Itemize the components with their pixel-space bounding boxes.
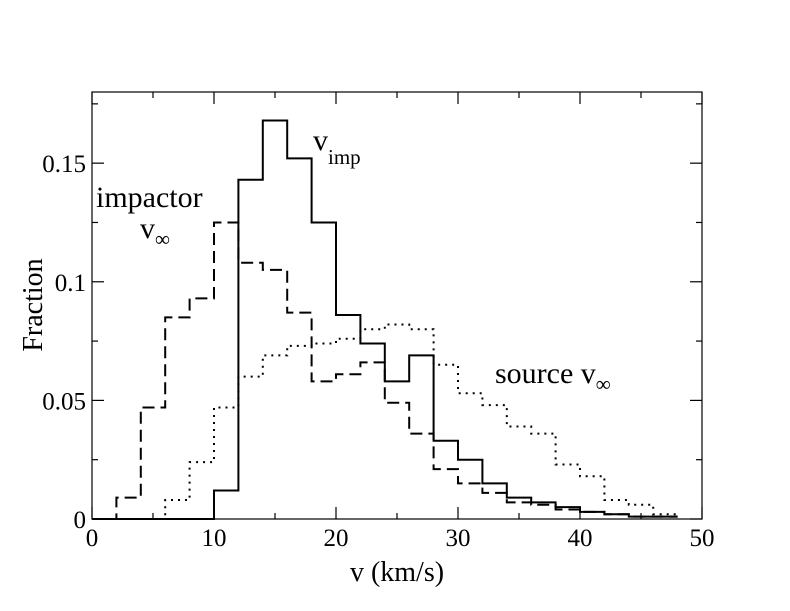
series-v-imp (92, 119, 678, 520)
annotation-source: source v∞ (495, 357, 611, 396)
y-axis-title: Fraction (18, 258, 49, 351)
annotation-vimp-main: v (313, 124, 328, 157)
annotation-impactor-vinf-main: v (140, 212, 155, 245)
x-tick-label: 50 (690, 525, 715, 552)
y-tick-label: 0.1 (55, 270, 86, 297)
x-tick-label: 40 (568, 525, 593, 552)
annotation-vimp-sub: imp (328, 145, 361, 169)
annotation-impactor-vinf: v∞ (140, 212, 170, 251)
y-tick-label: 0.15 (42, 151, 86, 178)
x-tick-label: 20 (324, 525, 349, 552)
x-tick-label: 0 (86, 525, 99, 552)
y-tick-label: 0 (74, 507, 87, 534)
annotation-impactor-vinf-sub: ∞ (155, 227, 170, 251)
annotation-impactor: impactor (96, 181, 203, 214)
x-axis-ticks: 0 10 20 30 40 50 (86, 92, 715, 552)
x-tick-label: 10 (202, 525, 227, 552)
series-impactor-v-inf (92, 221, 678, 520)
x-tick-label: 30 (446, 525, 471, 552)
annotation-source-sub: ∞ (596, 372, 611, 396)
annotation-vimp: vimp (313, 124, 361, 169)
annotation-source-main: source v (495, 357, 596, 390)
series-layer (92, 119, 678, 520)
plot-frame (91, 91, 703, 520)
x-axis-title: v (km/s) (350, 557, 444, 588)
y-tick-label: 0.05 (42, 388, 86, 415)
